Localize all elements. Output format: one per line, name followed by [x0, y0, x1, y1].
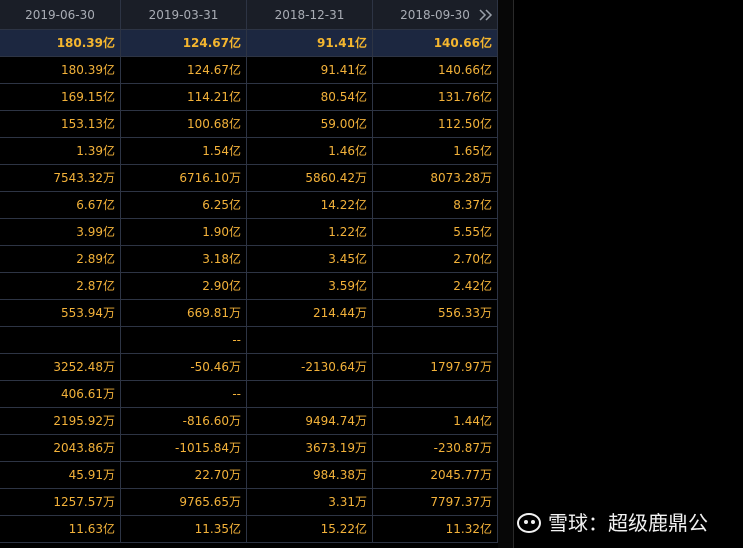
- table-cell: 11.32亿: [373, 516, 498, 543]
- table-cell: 6.25亿: [121, 192, 247, 219]
- column-header: 2019-03-31: [121, 0, 247, 30]
- table-cell: -50.46万: [121, 354, 247, 381]
- table-cell: 59.00亿: [247, 111, 373, 138]
- table-cell: 3.31万: [247, 489, 373, 516]
- table-cell: 45.91万: [0, 462, 121, 489]
- table-cell: 124.67亿: [121, 57, 247, 84]
- table-cell: 22.70万: [121, 462, 247, 489]
- table-cell: 984.38万: [247, 462, 373, 489]
- table-cell: 3.18亿: [121, 246, 247, 273]
- table-cell: 2045.77万: [373, 462, 498, 489]
- table-cell: 2.42亿: [373, 273, 498, 300]
- table-cell: 553.94万: [0, 300, 121, 327]
- table-cell: 1.54亿: [121, 138, 247, 165]
- table-cell: [373, 327, 498, 354]
- table-cell: 7797.37万: [373, 489, 498, 516]
- table-cell: 1.44亿: [373, 408, 498, 435]
- table-cell: 153.13亿: [0, 111, 121, 138]
- column-header: 2018-09-30: [373, 0, 498, 30]
- table-cell: 169.15亿: [0, 84, 121, 111]
- table-cell: 1.65亿: [373, 138, 498, 165]
- table-cell: 15.22亿: [247, 516, 373, 543]
- table-cell: 669.81万: [121, 300, 247, 327]
- table-cell: -2130.64万: [247, 354, 373, 381]
- watermark: 雪球：超级鹿鼎公: [548, 511, 708, 535]
- table-cell: 124.67亿: [121, 30, 247, 57]
- table-cell: 3.59亿: [247, 273, 373, 300]
- column-header: 2018-12-31: [247, 0, 373, 30]
- table-cell: 1.90亿: [121, 219, 247, 246]
- table-cell: 112.50亿: [373, 111, 498, 138]
- table-cell: 140.66亿: [373, 57, 498, 84]
- table-cell: 11.63亿: [0, 516, 121, 543]
- table-cell: 131.76亿: [373, 84, 498, 111]
- table-cell: 1257.57万: [0, 489, 121, 516]
- table-cell: 1.46亿: [247, 138, 373, 165]
- table-cell: 3673.19万: [247, 435, 373, 462]
- table-cell: 3.45亿: [247, 246, 373, 273]
- table-cell: 114.21亿: [121, 84, 247, 111]
- table-cell: 6716.10万: [121, 165, 247, 192]
- table-cell: --: [121, 381, 247, 408]
- table-cell: 180.39亿: [0, 30, 121, 57]
- table-cell: [373, 381, 498, 408]
- table-cell: --: [121, 327, 247, 354]
- table-cell: 14.22亿: [247, 192, 373, 219]
- table-cell: 140.66亿: [373, 30, 498, 57]
- scroll-right-icon[interactable]: [478, 8, 494, 22]
- table-cell: 5860.42万: [247, 165, 373, 192]
- table-cell: [247, 381, 373, 408]
- table-cell: 3252.48万: [0, 354, 121, 381]
- table-cell: 80.54亿: [247, 84, 373, 111]
- table-cell: 8073.28万: [373, 165, 498, 192]
- table-cell: 2.90亿: [121, 273, 247, 300]
- table-cell: 9494.74万: [247, 408, 373, 435]
- table-cell: 2043.86万: [0, 435, 121, 462]
- table-cell: 214.44万: [247, 300, 373, 327]
- table-cell: 406.61万: [0, 381, 121, 408]
- table-cell: -1015.84万: [121, 435, 247, 462]
- table-cell: 11.35亿: [121, 516, 247, 543]
- table-cell: 180.39亿: [0, 57, 121, 84]
- table-cell: 1.22亿: [247, 219, 373, 246]
- table-cell: 1.39亿: [0, 138, 121, 165]
- table-cell: 2.70亿: [373, 246, 498, 273]
- table-cell: 9765.65万: [121, 489, 247, 516]
- table-cell: 5.55亿: [373, 219, 498, 246]
- table-cell: 91.41亿: [247, 57, 373, 84]
- table-cell: 556.33万: [373, 300, 498, 327]
- column-header: 2019-06-30: [0, 0, 121, 30]
- table-cell: 8.37亿: [373, 192, 498, 219]
- table-cell: 6.67亿: [0, 192, 121, 219]
- watermark-logo: [517, 513, 541, 533]
- table-cell: 91.41亿: [247, 30, 373, 57]
- table-cell: [247, 327, 373, 354]
- table-cell: 100.68亿: [121, 111, 247, 138]
- table-cell: 2.89亿: [0, 246, 121, 273]
- table-cell: 3.99亿: [0, 219, 121, 246]
- table-cell: 2.87亿: [0, 273, 121, 300]
- table-cell: [0, 327, 121, 354]
- table-cell: 2195.92万: [0, 408, 121, 435]
- table-cell: -230.87万: [373, 435, 498, 462]
- table-cell: -816.60万: [121, 408, 247, 435]
- table-cell: 7543.32万: [0, 165, 121, 192]
- table-cell: 1797.97万: [373, 354, 498, 381]
- scrollbar: [498, 0, 514, 548]
